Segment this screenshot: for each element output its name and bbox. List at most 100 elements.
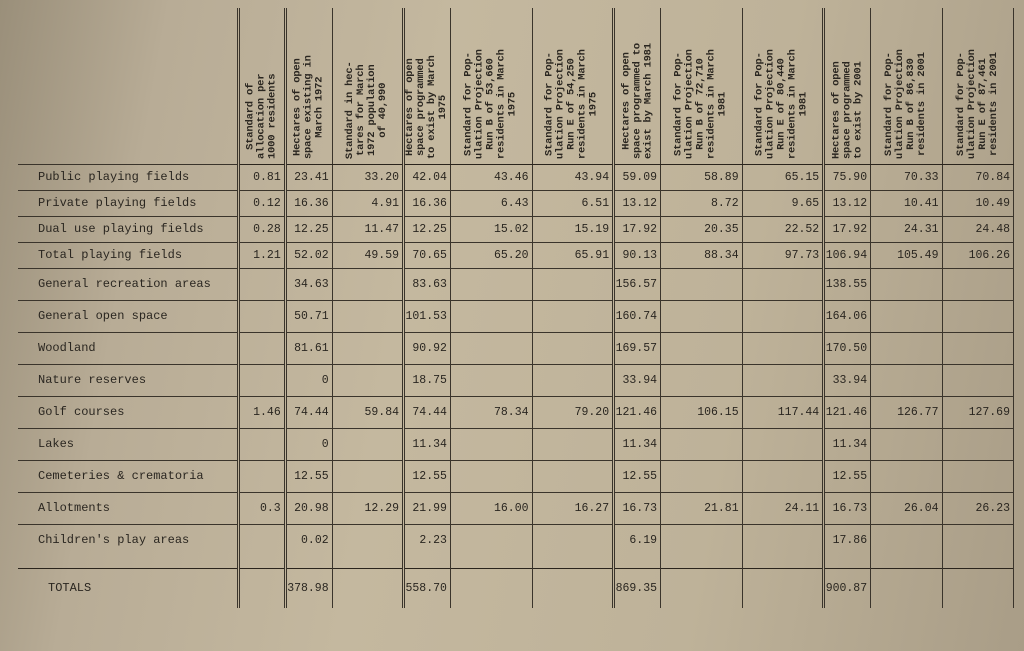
- cell: 70.84: [942, 164, 1014, 190]
- cell: 12.55: [614, 460, 661, 492]
- cell: 11.47: [332, 216, 403, 242]
- cell: 10.41: [871, 190, 942, 216]
- cell: 24.48: [942, 216, 1014, 242]
- row-label: Public playing fields: [18, 164, 238, 190]
- cell: 12.25: [404, 216, 451, 242]
- cell: [450, 460, 532, 492]
- cell: 52.02: [285, 242, 332, 268]
- open-space-table: Standard of allocation per 1000 resident…: [18, 8, 1014, 608]
- cell: 105.49: [871, 242, 942, 268]
- cell: 33.20: [332, 164, 403, 190]
- cell: 34.63: [285, 268, 332, 300]
- col-header: Hectares of open space existing in March…: [293, 56, 326, 160]
- col-header: Standard of allocation per 1000 resident…: [245, 74, 278, 159]
- table-row: General recreation areas 34.63 83.63 156.57…: [18, 268, 1014, 300]
- cell: 26.23: [942, 492, 1014, 524]
- cell: 6.19: [614, 524, 661, 556]
- cell: 42.04: [404, 164, 451, 190]
- row-label: General recreation areas: [18, 268, 238, 300]
- cell: [942, 332, 1014, 364]
- cell: 138.55: [824, 268, 871, 300]
- cell: [404, 556, 451, 568]
- cell: 70.33: [871, 164, 942, 190]
- cell: [742, 568, 824, 608]
- cell: [238, 460, 285, 492]
- cell: [450, 428, 532, 460]
- cell: 16.36: [285, 190, 332, 216]
- cell: [450, 300, 532, 332]
- cell: 17.92: [824, 216, 871, 242]
- cell: 83.63: [404, 268, 451, 300]
- cell: 43.94: [532, 164, 614, 190]
- table-row: Private playing fields0.1216.364.9116.36…: [18, 190, 1014, 216]
- cell: [742, 524, 824, 556]
- cell: 117.44: [742, 396, 824, 428]
- cell: 20.35: [661, 216, 743, 242]
- col-header: Standard for Pop- ulation Projection Run…: [755, 50, 810, 160]
- cell: 170.50: [824, 332, 871, 364]
- table-body: Public playing fields0.8123.4133.2042.04…: [18, 164, 1014, 608]
- cell: 12.55: [404, 460, 451, 492]
- cell: 88.34: [661, 242, 743, 268]
- row-label: Cemeteries & crematoria: [18, 460, 238, 492]
- cell: [332, 332, 403, 364]
- row-label: Private playing fields: [18, 190, 238, 216]
- cell: 127.69: [942, 396, 1014, 428]
- cell: 23.41: [285, 164, 332, 190]
- cell: [742, 428, 824, 460]
- cell: [450, 524, 532, 556]
- cell: [450, 556, 532, 568]
- cell: 121.46: [614, 396, 661, 428]
- cell: 164.06: [824, 300, 871, 332]
- table-row: TOTALS378.98558.70869.35900.87: [18, 568, 1014, 608]
- cell: 79.20: [532, 396, 614, 428]
- cell: 97.73: [742, 242, 824, 268]
- cell: [742, 460, 824, 492]
- cell: 33.94: [614, 364, 661, 396]
- cell: 101.53: [404, 300, 451, 332]
- cell: 378.98: [285, 568, 332, 608]
- table-row: Nature reserves018.7533.9433.94: [18, 364, 1014, 396]
- cell: 90.92: [404, 332, 451, 364]
- cell: [614, 556, 661, 568]
- cell: [942, 428, 1014, 460]
- cell: [871, 556, 942, 568]
- cell: 0.12: [238, 190, 285, 216]
- row-label: Allotments: [18, 492, 238, 524]
- cell: 10.49: [942, 190, 1014, 216]
- cell: [238, 568, 285, 608]
- col-header: Standard for Pop- ulation Projection Run…: [464, 50, 519, 160]
- cell: [871, 300, 942, 332]
- cell: [532, 524, 614, 556]
- cell: 869.35: [614, 568, 661, 608]
- cell: [661, 460, 743, 492]
- cell: [742, 300, 824, 332]
- cell: [332, 568, 403, 608]
- cell: [332, 556, 403, 568]
- col-header: Standard for Pop- ulation Projection Run…: [956, 50, 1000, 160]
- cell: [661, 524, 743, 556]
- cell: 11.34: [824, 428, 871, 460]
- cell: 43.46: [450, 164, 532, 190]
- cell: 16.73: [614, 492, 661, 524]
- cell: [661, 556, 743, 568]
- cell: 13.12: [614, 190, 661, 216]
- cell: 22.52: [742, 216, 824, 242]
- cell: 156.57: [614, 268, 661, 300]
- cell: 106.94: [824, 242, 871, 268]
- table-row: Cemeteries & crematoria12.5512.5512.5512…: [18, 460, 1014, 492]
- cell: 15.19: [532, 216, 614, 242]
- cell: [942, 556, 1014, 568]
- cell: 900.87: [824, 568, 871, 608]
- cell: 59.09: [614, 164, 661, 190]
- cell: 6.43: [450, 190, 532, 216]
- cell: [332, 364, 403, 396]
- cell: [238, 428, 285, 460]
- cell: 12.25: [285, 216, 332, 242]
- cell: 33.94: [824, 364, 871, 396]
- cell: 17.86: [824, 524, 871, 556]
- row-label: Golf courses: [18, 396, 238, 428]
- table-row: Dual use playing fields0.2812.2511.4712.…: [18, 216, 1014, 242]
- cell: [532, 556, 614, 568]
- cell: [332, 460, 403, 492]
